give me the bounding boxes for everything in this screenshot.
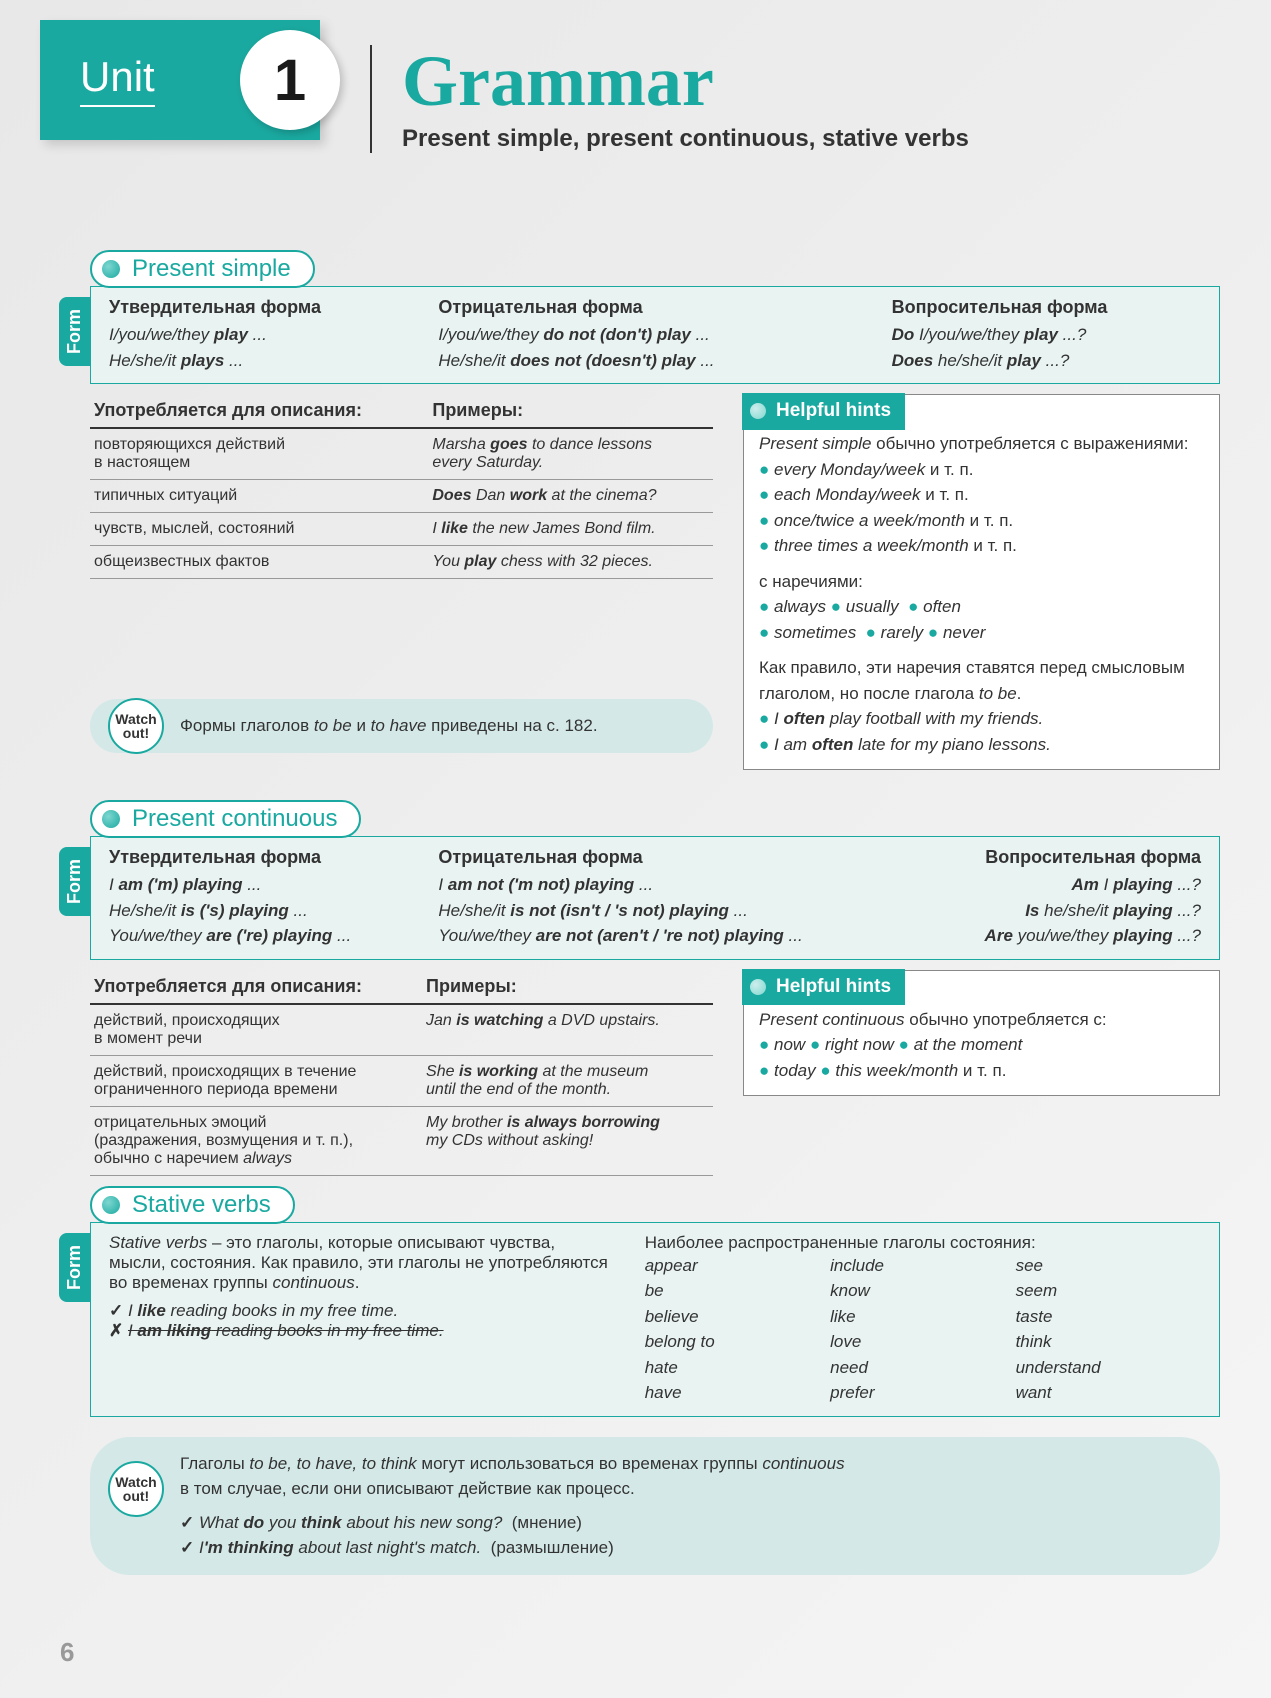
pc-hints-box: Helpful hints Present continuous обычно … <box>743 970 1220 1097</box>
present-simple-section: Present simple Form Утвердительная форма… <box>90 250 1220 770</box>
pc-usage-head: Употребляется для описания: <box>90 970 422 1004</box>
ps-ex-4: You play chess with 32 pieces. <box>428 546 713 579</box>
watch-out-icon: Watchout! <box>108 698 164 754</box>
ps-aff-1: I/you/we/they play ... <box>109 322 418 348</box>
form-sidebar: Form <box>59 1233 90 1302</box>
ps-tab: Present simple <box>90 250 315 288</box>
ps-neg-2: He/she/it does not (doesn't) play ... <box>438 348 871 374</box>
form-sidebar: Form <box>59 297 90 366</box>
ps-hints-box: Helpful hints Present simple обычно упот… <box>743 394 1220 770</box>
sv-watch-text: Глаголы to be, to have, to think могут и… <box>180 1451 1200 1502</box>
pc-use-2: действий, происходящих в течениеограниче… <box>90 1055 422 1106</box>
ps-neg-1: I/you/we/they do not (don't) play ... <box>438 322 871 348</box>
pc-use-3: отрицательных эмоций(раздражения, возмущ… <box>90 1106 422 1175</box>
ps-hints-intro: Present simple обычно употребляется с вы… <box>759 431 1204 457</box>
pc-aff-3: You/we/they are ('re) playing ... <box>109 923 418 949</box>
pc-tab: Present continuous <box>90 800 361 838</box>
pc-hints-title: Helpful hints <box>742 969 905 1006</box>
pc-ex-1: Jan is watching a DVD upstairs. <box>422 1004 713 1056</box>
ps-ex-2: Does Dan work at the cinema? <box>428 480 713 513</box>
pc-q-head: Вопросительная форма <box>892 847 1201 868</box>
ps-hints-adv-head: с наречиями: <box>759 569 1204 595</box>
pc-usage-table: Употребляется для описания: Примеры: дей… <box>90 970 713 1176</box>
ps-hints-adv: ● always ● usually ● often ● sometimes ●… <box>759 594 1204 645</box>
ps-aff-head: Утвердительная форма <box>109 297 418 318</box>
sv-list-head: Наиболее распространенные глаголы состоя… <box>645 1233 1201 1253</box>
sv-tab: Stative verbs <box>90 1186 295 1224</box>
ps-usage-head: Употребляется для описания: <box>90 394 428 428</box>
ps-q-1: Do I/you/we/they play ...? <box>892 322 1201 348</box>
ps-ex-1: Marsha goes to dance lessonsevery Saturd… <box>428 428 713 480</box>
ps-hints-title: Helpful hints <box>742 393 905 430</box>
ps-use-2: типичных ситуаций <box>90 480 428 513</box>
ps-neg-head: Отрицательная форма <box>438 297 871 318</box>
pc-hints-intro: Present continuous обычно употребляется … <box>759 1007 1204 1033</box>
page-number: 6 <box>60 1637 74 1668</box>
ps-use-3: чувств, мыслей, состояний <box>90 513 428 546</box>
form-sidebar: Form <box>59 847 90 916</box>
ps-hints-rule: Как правило, эти наречия ставятся перед … <box>759 655 1204 706</box>
pc-q-1: Am I playing ...? <box>892 872 1201 898</box>
sv-watch-ex1: What do you think about his new song? (м… <box>180 1510 1200 1536</box>
ps-use-4: общеизвестных фактов <box>90 546 428 579</box>
pc-aff-2: He/she/it is ('s) playing ... <box>109 898 418 924</box>
sv-pane: Form Stative verbs – это глаголы, которы… <box>90 1222 1220 1417</box>
pc-neg-1: I am not ('m not) playing ... <box>438 872 871 898</box>
sv-ex-ok: I like reading books in my free time. <box>109 1301 615 1321</box>
stative-verbs-section: Stative verbs Form Stative verbs – это г… <box>90 1186 1220 1575</box>
ps-form-pane: Form Утвердительная форма I/you/we/they … <box>90 286 1220 384</box>
unit-label: Unit <box>80 53 155 107</box>
sv-desc: Stative verbs – это глаголы, которые опи… <box>109 1233 615 1293</box>
pc-aff-1: I am ('m) playing ... <box>109 872 418 898</box>
ps-watch-box: Watchout! Формы глаголов to be и to have… <box>90 699 713 753</box>
ps-use-1: повторяющихся действийв настоящем <box>90 428 428 480</box>
pc-form-pane: Form Утвердительная форма I am ('m) play… <box>90 836 1220 960</box>
content-area: Present simple Form Утвердительная форма… <box>90 250 1220 1575</box>
sv-watch-box: Watchout! Глаголы to be, to have, to thi… <box>90 1437 1220 1575</box>
unit-badge: Unit 1 <box>40 20 320 140</box>
watch-out-icon: Watchout! <box>108 1461 164 1517</box>
ps-usage-table: Употребляется для описания: Примеры: пов… <box>90 394 713 579</box>
pc-use-1: действий, происходящихв момент речи <box>90 1004 422 1056</box>
ps-q-head: Вопросительная форма <box>892 297 1201 318</box>
pc-q-3: Are you/we/they playing ...? <box>892 923 1201 949</box>
pc-neg-2: He/she/it is not (isn't / 's not) playin… <box>438 898 871 924</box>
sv-watch-ex2: I'm thinking about last night's match. (… <box>180 1535 1200 1561</box>
pc-neg-head: Отрицательная форма <box>438 847 871 868</box>
ps-ex-head: Примеры: <box>428 394 713 428</box>
main-title: Grammar <box>402 45 969 117</box>
pc-q-2: Is he/she/it playing ...? <box>892 898 1201 924</box>
unit-number: 1 <box>240 30 340 130</box>
pc-ex-head: Примеры: <box>422 970 713 1004</box>
pc-hints-list: ● now ● right now ● at the moment ● toda… <box>759 1032 1204 1083</box>
ps-hints-ex: ● I often play football with my friends.… <box>759 706 1204 757</box>
pc-ex-2: She is working at the museumuntil the en… <box>422 1055 713 1106</box>
pc-ex-3: My brother is always borrowingmy CDs wit… <box>422 1106 713 1175</box>
sv-verb-list: appearbebelievebelong tohatehave include… <box>645 1253 1201 1406</box>
ps-watch-text: Формы глаголов to be и to have приведены… <box>180 716 598 735</box>
ps-aff-2: He/she/it plays ... <box>109 348 418 374</box>
pc-neg-3: You/we/they are not (aren't / 're not) p… <box>438 923 871 949</box>
ps-ex-3: I like the new James Bond film. <box>428 513 713 546</box>
ps-hints-list: ● every Monday/week и т. п. ● each Monda… <box>759 457 1204 559</box>
present-continuous-section: Present continuous Form Утвердительная ф… <box>90 800 1220 1176</box>
subtitle: Present simple, present continuous, stat… <box>402 125 969 153</box>
sv-ex-bad: I am liking reading books in my free tim… <box>109 1321 615 1341</box>
title-block: Grammar Present simple, present continuo… <box>370 45 969 153</box>
pc-aff-head: Утвердительная форма <box>109 847 418 868</box>
ps-q-2: Does he/she/it play ...? <box>892 348 1201 374</box>
